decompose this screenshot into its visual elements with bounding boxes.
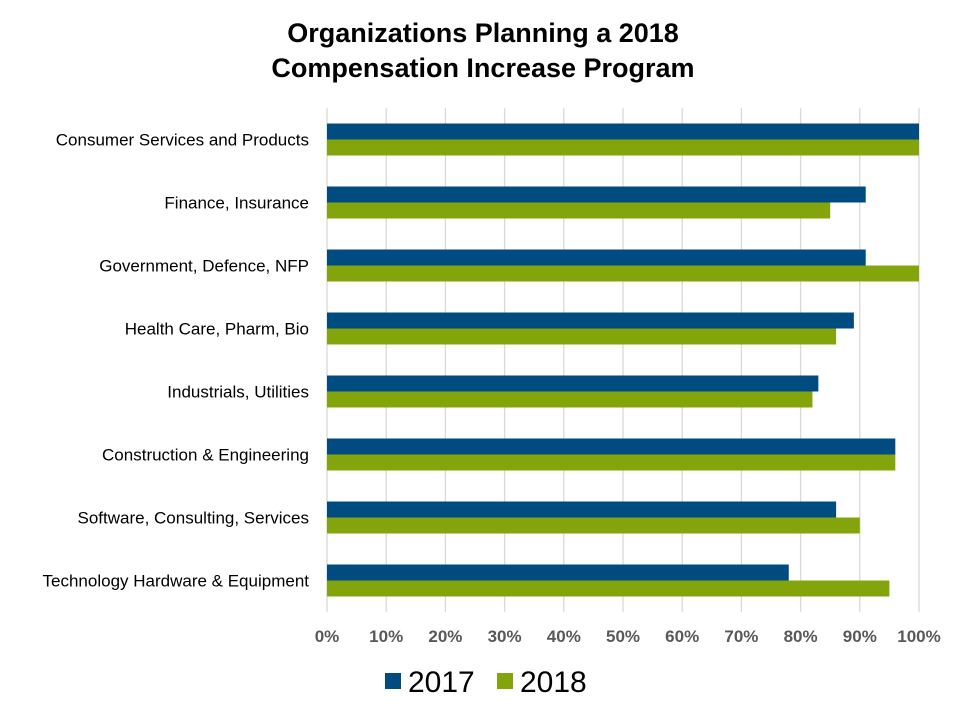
legend: 2017 2018 (385, 666, 587, 699)
x-tick-label: 40% (547, 627, 581, 646)
x-tick-label: 0% (315, 627, 340, 646)
category-label: Software, Consulting, Services (78, 509, 310, 528)
x-tick-label: 50% (606, 627, 640, 646)
x-axis-tick-labels: 0% 10% 20% 30% 40% 50% 60% 70% 80% 90% 100% (315, 627, 941, 646)
bar-2017-4 (327, 375, 819, 392)
category-label: Health Care, Pharm, Bio (125, 320, 309, 339)
bar-2018-4 (327, 391, 813, 408)
bar-2018-6 (327, 517, 860, 534)
chart-title-line-1: Organizations Planning a 2018 (287, 18, 679, 48)
bar-2018-3 (327, 328, 837, 345)
bar-2018-7 (327, 580, 890, 597)
bar-2018-1 (327, 202, 831, 219)
bar-2017-5 (327, 438, 896, 455)
x-tick-label: 10% (369, 627, 403, 646)
x-tick-label: 70% (724, 627, 758, 646)
category-label: Government, Defence, NFP (99, 257, 309, 276)
category-label: Construction & Engineering (102, 446, 309, 465)
chart-title-line-2: Compensation Increase Program (271, 53, 694, 83)
bar-2018-0 (327, 139, 919, 156)
x-tick-label: 20% (428, 627, 462, 646)
category-label: Industrials, Utilities (167, 383, 309, 402)
category-labels: Consumer Services and Products Finance, I… (43, 131, 310, 591)
legend-label-2018: 2018 (520, 666, 587, 699)
x-tick-label: 90% (843, 627, 877, 646)
legend-label-2017: 2017 (408, 666, 475, 699)
legend-swatch-2018 (497, 673, 513, 689)
bar-2017-1 (327, 186, 866, 203)
bar-2017-0 (327, 123, 919, 140)
x-tick-label: 60% (665, 627, 699, 646)
legend-swatch-2017 (385, 673, 401, 689)
x-tick-label: 100% (897, 627, 940, 646)
bar-2017-7 (327, 564, 789, 581)
category-label: Consumer Services and Products (56, 131, 309, 150)
category-label: Finance, Insurance (164, 194, 309, 213)
bar-2017-6 (327, 501, 837, 518)
gridlines (326, 108, 920, 612)
bars (327, 123, 919, 597)
x-tick-label: 80% (784, 627, 818, 646)
bar-2017-3 (327, 312, 854, 329)
bar-2018-2 (327, 265, 919, 282)
bar-2018-5 (327, 454, 896, 471)
bar-2017-2 (327, 249, 866, 266)
x-tick-label: 30% (488, 627, 522, 646)
category-label: Technology Hardware & Equipment (43, 572, 310, 591)
